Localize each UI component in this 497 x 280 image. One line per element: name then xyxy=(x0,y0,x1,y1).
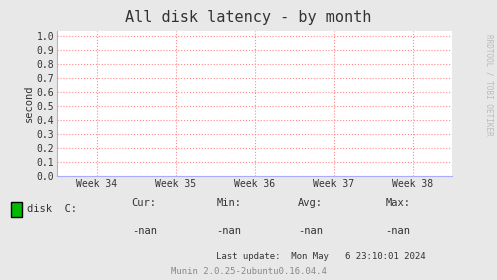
Text: Min:: Min: xyxy=(216,198,241,208)
Text: Munin 2.0.25-2ubuntu0.16.04.4: Munin 2.0.25-2ubuntu0.16.04.4 xyxy=(170,267,327,276)
Text: Last update:  Mon May   6 23:10:01 2024: Last update: Mon May 6 23:10:01 2024 xyxy=(216,252,426,261)
Text: disk  C:: disk C: xyxy=(27,204,78,214)
Text: RRDTOOL / TOBI OETIKER: RRDTOOL / TOBI OETIKER xyxy=(485,34,494,135)
Text: -nan: -nan xyxy=(216,226,241,236)
Y-axis label: second: second xyxy=(24,85,34,122)
Text: Cur:: Cur: xyxy=(132,198,157,208)
Text: Avg:: Avg: xyxy=(298,198,323,208)
Text: -nan: -nan xyxy=(298,226,323,236)
Text: All disk latency - by month: All disk latency - by month xyxy=(125,10,372,25)
Text: Max:: Max: xyxy=(385,198,410,208)
Text: -nan: -nan xyxy=(385,226,410,236)
Text: -nan: -nan xyxy=(132,226,157,236)
